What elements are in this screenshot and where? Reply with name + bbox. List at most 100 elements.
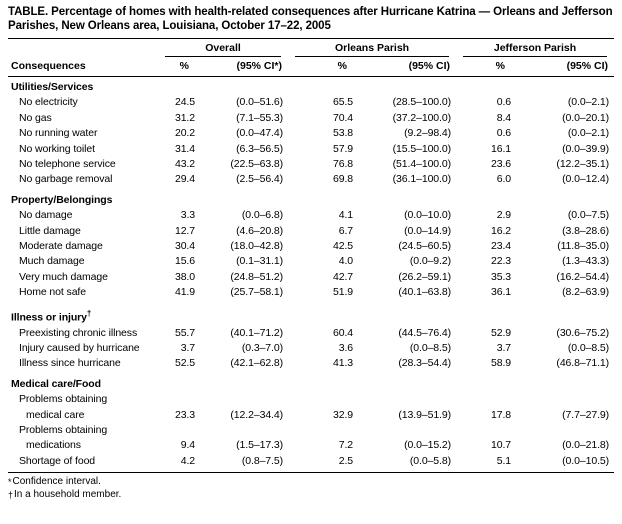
value-ci: (0.0–47.4) — [236, 127, 284, 140]
table-row: No running water 20.2 (0.0–47.4) 53.8 (9.2–9… — [8, 126, 614, 141]
row-label: No working toilet — [8, 142, 158, 157]
section-header-row: Utilities/Services — [8, 77, 614, 96]
column-group-overall: Overall — [158, 39, 288, 57]
value-ci: (0.0–8.5) — [567, 342, 610, 354]
value-percent: 36.1 — [490, 286, 512, 299]
value-percent: 76.8 — [332, 158, 354, 171]
value-ci: (0.0–15.2) — [404, 439, 452, 452]
value-ci: (24.8–51.2) — [230, 270, 284, 283]
value-percent: 0.6 — [496, 96, 512, 109]
value-ci: (0.0–8.5) — [409, 342, 452, 354]
value-ci: (42.1–62.8) — [230, 357, 284, 370]
value-percent: 70.4 — [332, 111, 354, 124]
footnote-household-member: †In a household member. — [8, 489, 614, 502]
value-ci: (24.5–60.5) — [398, 240, 452, 253]
value-ci: (2.5–56.4) — [236, 173, 284, 186]
value-percent: 65.5 — [332, 96, 354, 109]
table-row: Home not safe 41.9 (25.7–58.1) 51.9 (40.1–63… — [8, 285, 614, 300]
column-header-row: Consequences % (95% CI*) % (95% CI) % (9… — [8, 57, 615, 77]
row-label: No electricity — [8, 95, 158, 110]
value-percent: 23.4 — [490, 240, 512, 253]
table-row: No damage 3.3 (0.0–6.8) 4.1 (0.0–10.0) 2.9 (0.… — [8, 208, 614, 223]
row-label-line: Little damage — [19, 224, 81, 237]
footnote-confidence-interval: *Confidence interval. — [8, 476, 614, 489]
value-percent: 12.7 — [174, 224, 195, 237]
section-header-row: Medical care/Food — [8, 372, 614, 392]
table-title: TABLE. Percentage of homes with health-r… — [8, 5, 614, 39]
value-ci: (0.0–5.8) — [409, 454, 452, 467]
value-percent: 6.7 — [338, 224, 354, 237]
column-group-jefferson: Jefferson Parish — [456, 39, 614, 57]
value-percent: 57.9 — [332, 142, 354, 155]
column-header-overall-percent: % — [158, 57, 202, 77]
row-label: Shortage of food — [8, 454, 158, 473]
row-label: Injury caused by hurricane — [8, 341, 158, 356]
row-label-line: medical care — [26, 408, 85, 421]
section-header-row: Illness or injury† — [8, 301, 614, 326]
row-label-line: No electricity — [19, 96, 78, 109]
value-ci: (16.2–54.4) — [556, 270, 610, 283]
row-label-line: Injury caused by hurricane — [19, 342, 140, 354]
value-percent: 69.8 — [332, 173, 354, 186]
value-ci: (37.2–100.0) — [392, 111, 452, 124]
table-row: Problems obtaining medical care 23.3 (12.2–… — [8, 392, 614, 423]
value-ci: (0.0–2.1) — [567, 127, 610, 140]
row-label-line: No garbage removal — [19, 173, 113, 186]
value-percent: 42.5 — [332, 240, 354, 253]
footnotes: *Confidence interval. †In a household me… — [8, 473, 614, 501]
table-row: Very much damage 38.0 (24.8–51.2) 42.7 (26.2… — [8, 270, 614, 285]
value-ci: (0.0–21.8) — [562, 439, 610, 452]
value-ci: (36.1–100.0) — [392, 173, 452, 186]
value-ci: (26.2–59.1) — [398, 270, 452, 283]
value-ci: (0.8–7.5) — [241, 454, 284, 467]
value-ci: (22.5–63.8) — [230, 158, 284, 171]
value-ci: (0.1–31.1) — [236, 255, 284, 268]
table-row: Injury caused by hurricane 3.7 (0.3–7.0) 3.… — [8, 341, 614, 356]
section-header: Utilities/Services — [11, 81, 94, 93]
row-label-line: Problems obtaining — [19, 393, 108, 406]
table-row: No garbage removal 29.4 (2.5–56.4) 69.8 (36.… — [8, 172, 614, 187]
value-ci: (40.1–63.8) — [398, 286, 452, 299]
table-row: Moderate damage 30.4 (18.0–42.8) 42.5 (24.5–… — [8, 239, 614, 254]
row-label: Little damage — [8, 224, 158, 239]
row-label-line: Problems obtaining — [19, 424, 108, 437]
column-group-jefferson-label: Jefferson Parish — [463, 42, 608, 57]
table-row: Preexisting chronic illness 55.7 (40.1–71.… — [8, 326, 614, 341]
value-percent: 24.5 — [174, 96, 195, 109]
section-header: Property/Belongings — [11, 193, 113, 206]
value-percent: 6.0 — [496, 173, 512, 186]
value-percent: 2.5 — [338, 454, 354, 467]
section-footnote-marker: † — [86, 308, 92, 318]
column-group-orleans-label: Orleans Parish — [295, 42, 450, 57]
value-ci: (0.0–7.5) — [567, 209, 610, 222]
table-body: Utilities/Services No electricity 24.5 (0.0… — [8, 77, 614, 473]
value-percent: 41.3 — [332, 357, 354, 370]
row-label: Home not safe — [8, 285, 158, 300]
column-header-jefferson-ci: (95% CI) — [518, 57, 615, 77]
value-percent: 32.9 — [332, 408, 354, 421]
column-group-row: Overall Orleans Parish Jefferson Parish — [8, 39, 614, 57]
value-ci: (0.0–14.9) — [404, 224, 452, 237]
value-ci: (18.0–42.8) — [230, 240, 284, 253]
value-ci: (0.0–20.1) — [562, 111, 610, 124]
value-ci: (8.2–63.9) — [562, 286, 610, 299]
table-row: Little damage 12.7 (4.6–20.8) 6.7 (0.0–14.9)… — [8, 224, 614, 239]
table-header: Overall Orleans Parish Jefferson Parish … — [8, 39, 615, 77]
table-row: No telephone service 43.2 (22.5–63.8) 76.8 (… — [8, 157, 614, 172]
row-label-line: No working toilet — [19, 142, 95, 155]
row-label-line: No telephone service — [19, 158, 116, 171]
value-percent: 42.7 — [332, 270, 354, 283]
value-percent: 16.1 — [490, 142, 512, 155]
value-ci: (1.5–17.3) — [236, 439, 284, 452]
value-percent: 10.7 — [490, 439, 512, 452]
section-header-row: Property/Belongings — [8, 188, 614, 208]
value-percent: 3.6 — [338, 342, 354, 354]
table-row: No electricity 24.5 (0.0–51.6) 65.5 (28.5–10… — [8, 95, 614, 110]
value-percent: 9.4 — [180, 439, 195, 452]
value-percent: 23.3 — [174, 408, 195, 421]
value-ci: (11.8–35.0) — [557, 240, 610, 253]
value-ci: (0.0–10.5) — [562, 454, 610, 467]
value-ci: (7.1–55.3) — [236, 111, 284, 124]
value-percent: 22.3 — [490, 255, 512, 268]
table-row: Problems obtaining medications 9.4 (1.5–17.… — [8, 423, 614, 454]
